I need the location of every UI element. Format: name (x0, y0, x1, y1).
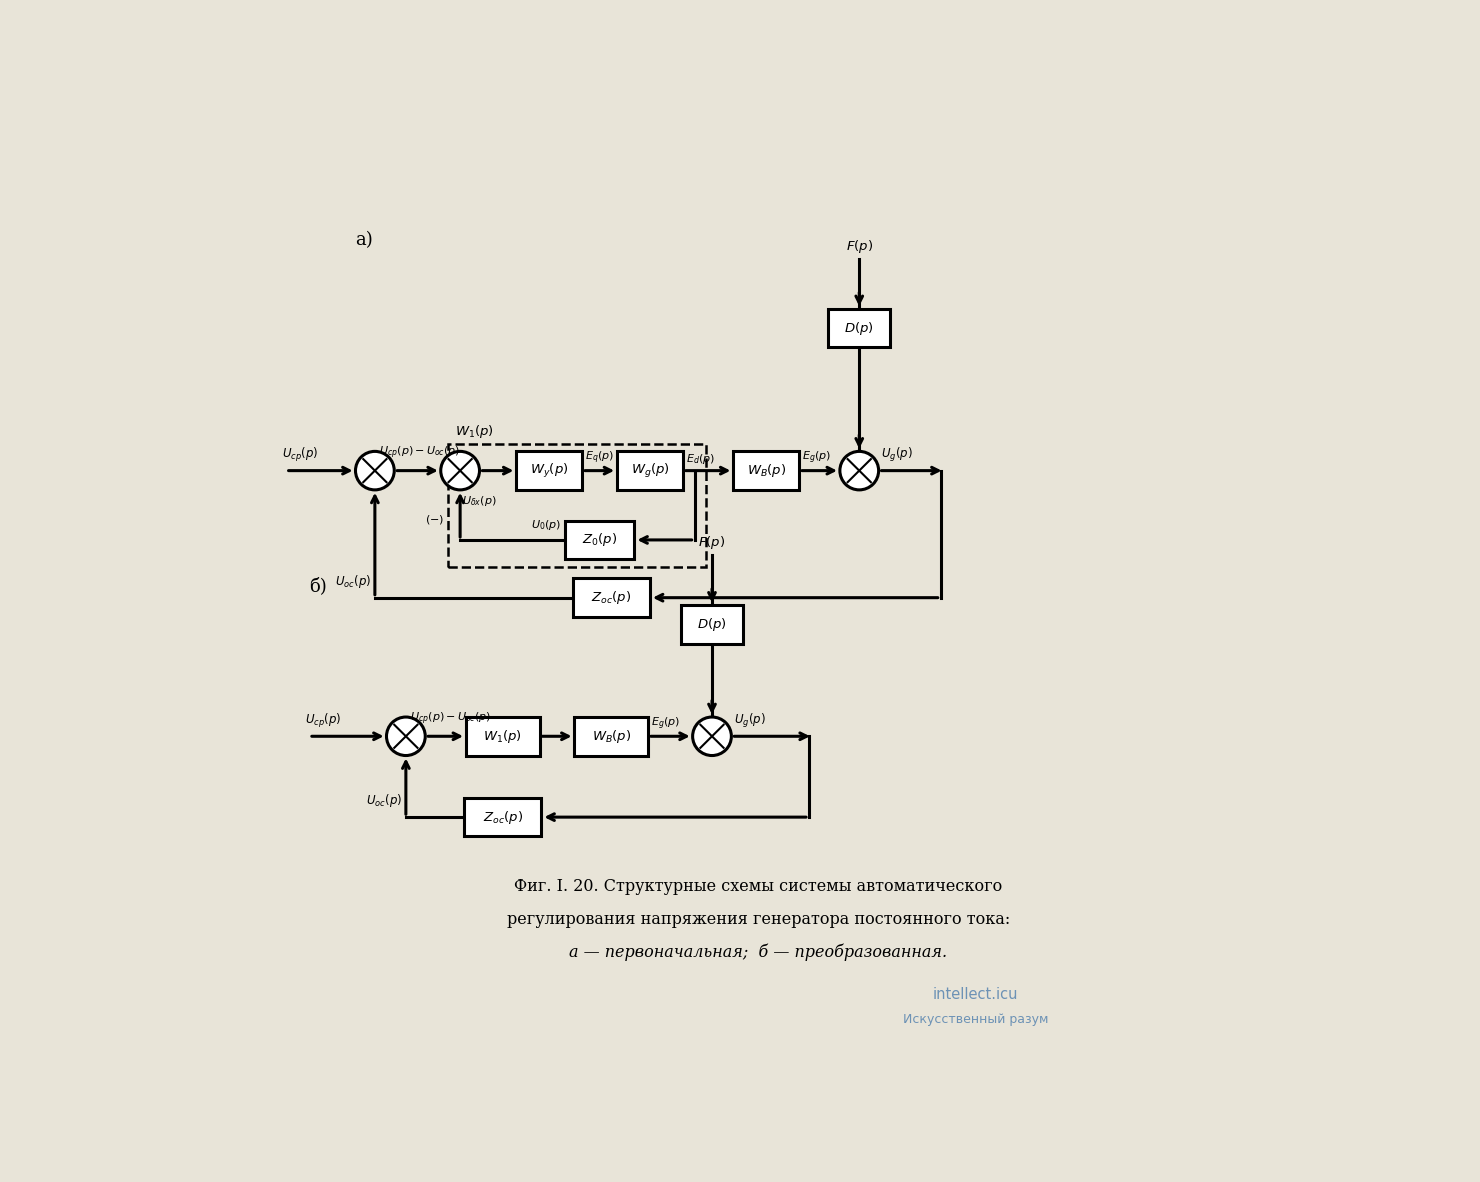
Bar (733, 452, 799, 489)
Bar (448, 443, 706, 567)
Text: $U_g(p)$: $U_g(p)$ (881, 447, 913, 465)
Circle shape (355, 452, 394, 489)
Text: $E_d(p)$: $E_d(p)$ (687, 452, 715, 466)
Bar (465, 798, 542, 837)
Text: $W_1(p)$: $W_1(p)$ (484, 728, 522, 745)
Text: $W_1(p)$: $W_1(p)$ (454, 423, 494, 440)
Text: $W_B(p)$: $W_B(p)$ (592, 728, 630, 745)
Text: $U_{cp}(p)$: $U_{cp}(p)$ (305, 712, 342, 730)
Bar (517, 452, 582, 489)
Bar (565, 521, 635, 559)
Bar (829, 309, 891, 348)
Text: $E_g(p)$: $E_g(p)$ (651, 715, 681, 732)
Text: $E_g(p)$: $E_g(p)$ (802, 449, 832, 466)
Circle shape (839, 452, 879, 489)
Text: $(-)$: $(-)$ (425, 513, 444, 526)
Text: $U_0(p)$: $U_0(p)$ (531, 518, 561, 532)
Circle shape (441, 452, 480, 489)
Text: а — первоначальная;  б — преобразованная.: а — первоначальная; б — преобразованная. (570, 943, 947, 961)
Text: intellect.icu: intellect.icu (932, 987, 1018, 1001)
Text: $U_{\delta x}(p)$: $U_{\delta x}(p)$ (462, 494, 497, 508)
Text: б): б) (309, 577, 327, 595)
Bar (466, 717, 540, 755)
Text: $U_{cp}(p)-U_{oc}(p)$: $U_{cp}(p)-U_{oc}(p)$ (379, 444, 460, 461)
Text: $W_B(p)$: $W_B(p)$ (746, 462, 786, 479)
Text: $U_{oc}(p)$: $U_{oc}(p)$ (366, 792, 403, 810)
Text: $F(p)$: $F(p)$ (845, 238, 873, 255)
Text: $Z_{oc}(p)$: $Z_{oc}(p)$ (482, 808, 522, 826)
Text: регулирования напряжения генератора постоянного тока:: регулирования напряжения генератора пост… (506, 911, 1011, 928)
Bar (573, 578, 650, 617)
Bar (681, 605, 743, 644)
Text: $U_{cp}(p)$: $U_{cp}(p)$ (281, 447, 318, 465)
Text: Фиг. I. 20. Структурные схемы системы автоматического: Фиг. I. 20. Структурные схемы системы ав… (515, 878, 1002, 895)
Bar (574, 717, 648, 755)
Text: a): a) (355, 230, 373, 248)
Circle shape (386, 717, 425, 755)
Text: $Z_0(p)$: $Z_0(p)$ (582, 532, 617, 548)
Text: Искусственный разум: Искусственный разум (903, 1013, 1048, 1026)
Text: $F(p)$: $F(p)$ (699, 534, 725, 552)
Text: $W_y(p)$: $W_y(p)$ (530, 462, 568, 480)
Text: $D(p)$: $D(p)$ (697, 616, 727, 634)
Text: $D(p)$: $D(p)$ (845, 319, 875, 337)
Text: $W_g(p)$: $W_g(p)$ (630, 462, 669, 480)
Text: $Z_{oc}(p)$: $Z_{oc}(p)$ (591, 589, 632, 606)
Bar (617, 452, 682, 489)
Circle shape (693, 717, 731, 755)
Text: $U_g(p)$: $U_g(p)$ (734, 712, 765, 730)
Text: $U_{cp}(p)-U_{oc}(p)$: $U_{cp}(p)-U_{oc}(p)$ (410, 710, 491, 727)
Text: $E_q(p)$: $E_q(p)$ (585, 449, 614, 466)
Text: $U_{oc}(p)$: $U_{oc}(p)$ (334, 573, 371, 590)
